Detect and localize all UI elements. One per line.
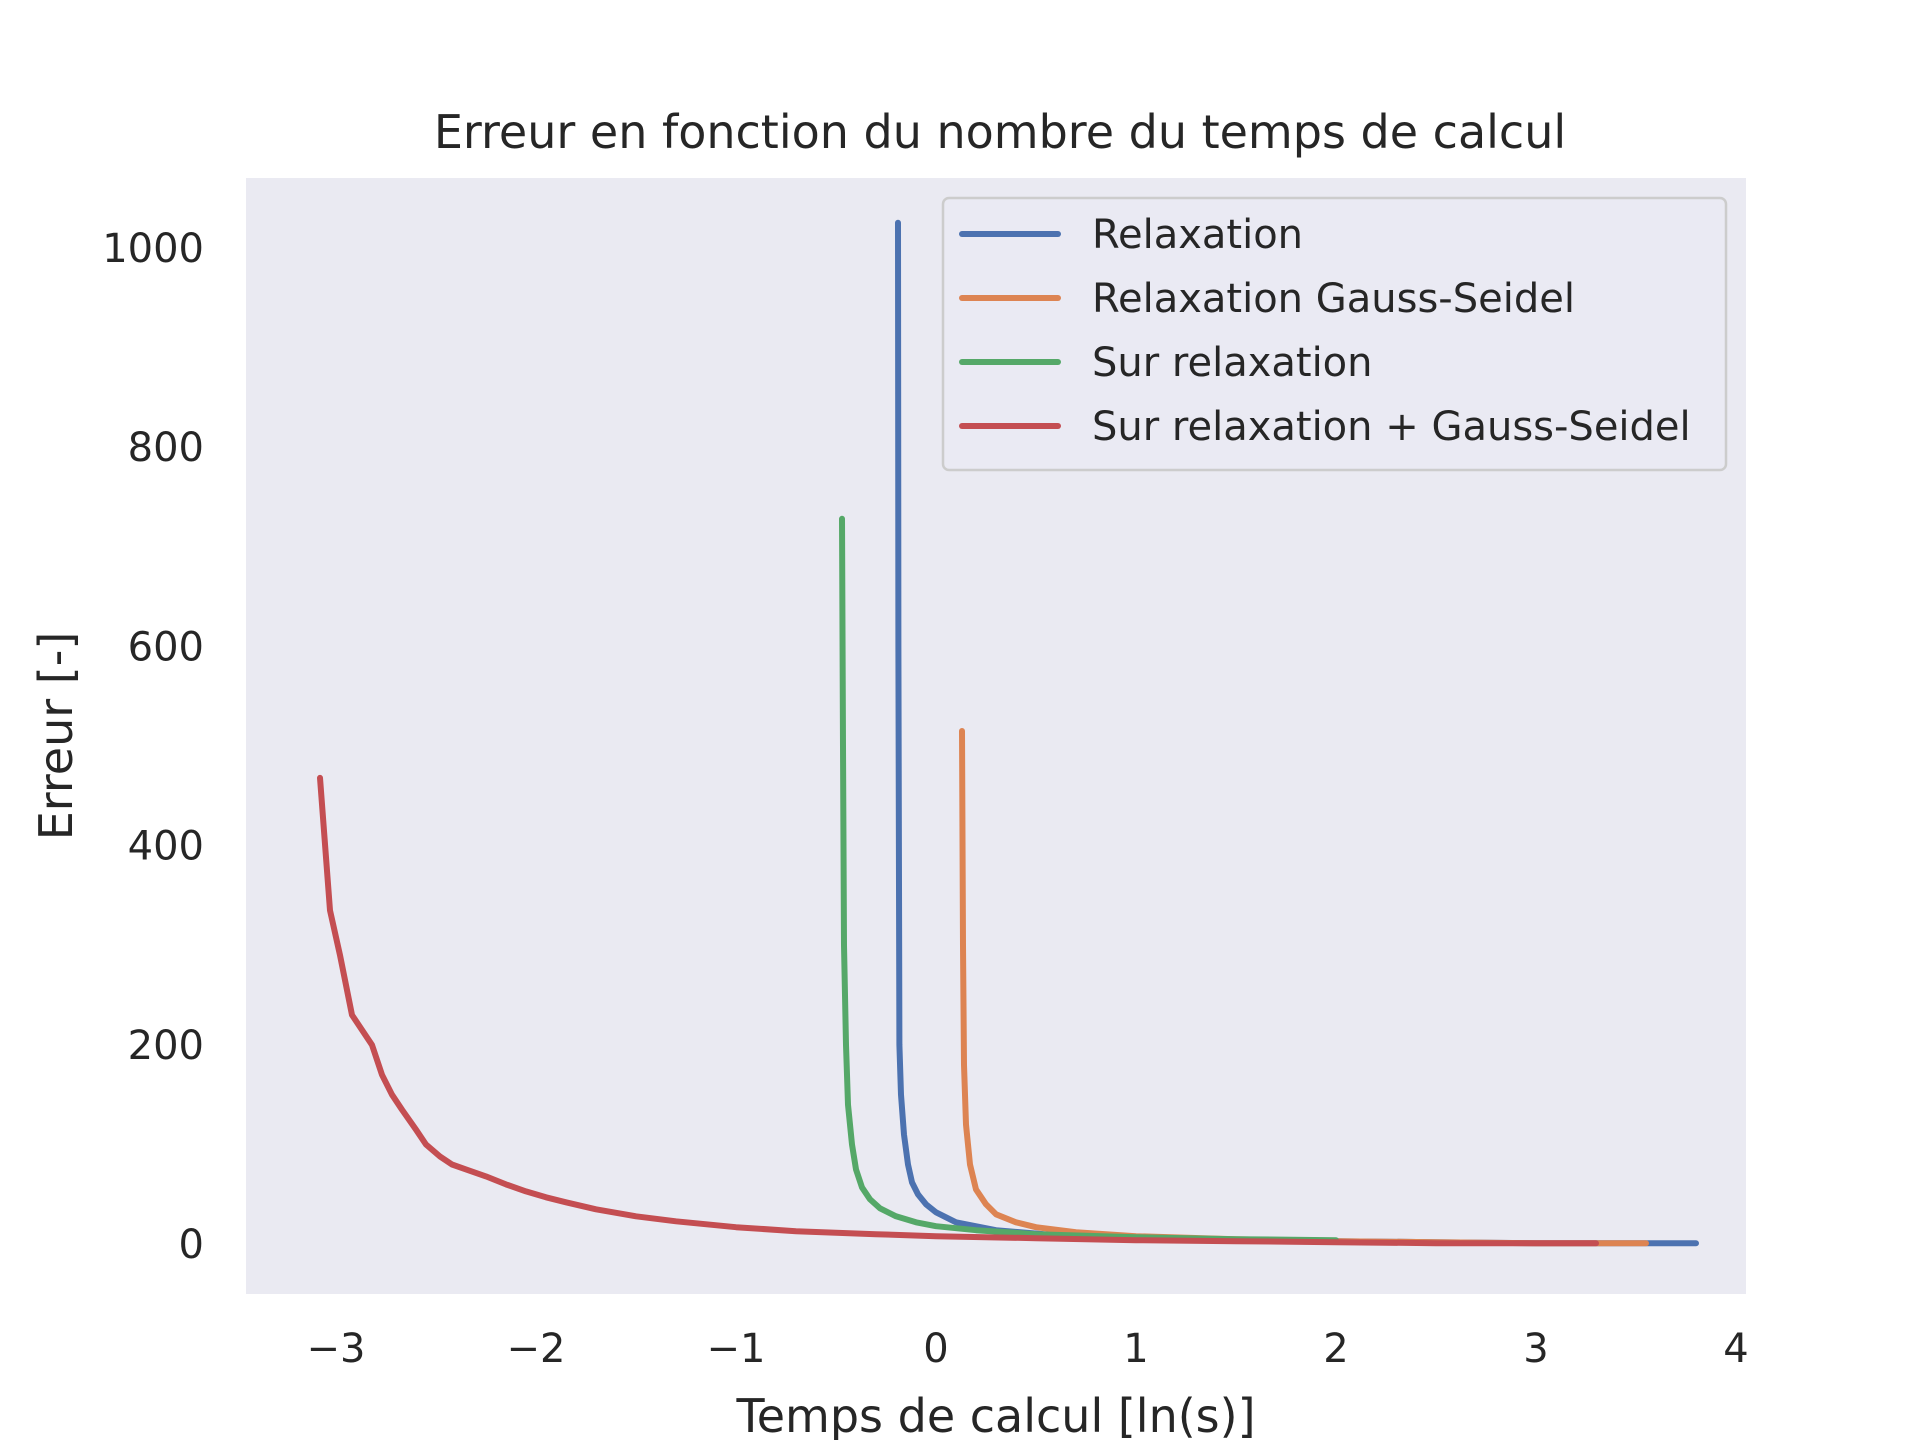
- legend-label: Relaxation Gauss-Seidel: [1092, 276, 1575, 322]
- y-tick-label: 400: [128, 824, 204, 870]
- x-axis-ticks: −3 −2 −1 0 1 2 3 4: [307, 1326, 1749, 1372]
- legend-label: Sur relaxation: [1092, 340, 1373, 386]
- x-tick-label: −1: [707, 1326, 766, 1372]
- y-tick-label: 600: [128, 624, 204, 670]
- x-tick-label: −2: [507, 1326, 566, 1372]
- y-axis-title: Erreur [-]: [29, 632, 83, 841]
- x-tick-label: 1: [1123, 1326, 1148, 1372]
- y-tick-label: 200: [128, 1023, 204, 1069]
- x-tick-label: −3: [307, 1326, 366, 1372]
- y-tick-label: 800: [128, 425, 204, 471]
- x-axis-title: Temps de calcul [ln(s)]: [735, 1389, 1255, 1440]
- y-axis-ticks: 0 200 400 600 800 1000: [102, 226, 204, 1268]
- y-tick-label: 0: [179, 1222, 204, 1268]
- x-tick-label: 3: [1523, 1326, 1548, 1372]
- legend-label: Relaxation: [1092, 212, 1303, 258]
- x-tick-label: 0: [923, 1326, 948, 1372]
- chart-title: Erreur en fonction du nombre du temps de…: [434, 105, 1566, 159]
- legend: Relaxation Relaxation Gauss-Seidel Sur rel…: [943, 198, 1726, 470]
- legend-label: Sur relaxation + Gauss-Seidel: [1092, 404, 1691, 450]
- x-tick-label: 2: [1323, 1326, 1348, 1372]
- y-tick-label: 1000: [102, 226, 204, 272]
- x-tick-label: 4: [1723, 1326, 1748, 1372]
